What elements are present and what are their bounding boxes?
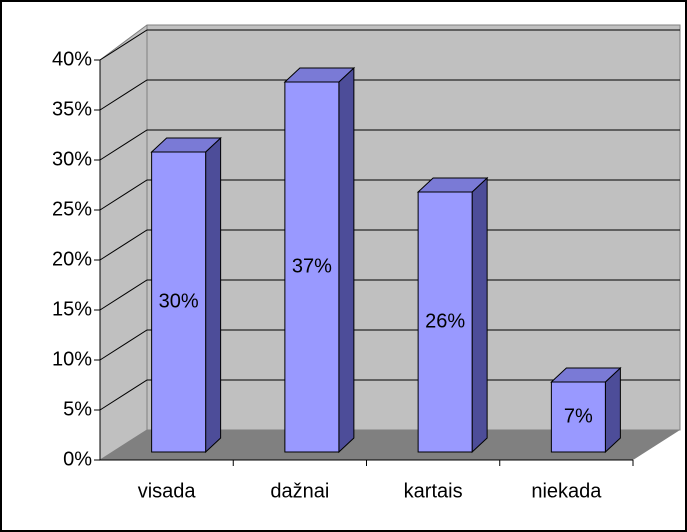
grid-line: [99, 329, 680, 361]
y-tick-label: 20%: [52, 248, 92, 270]
data-label: 30%: [159, 290, 199, 312]
bar-side: [338, 66, 355, 454]
grid-line: [99, 179, 680, 211]
bar: [417, 191, 473, 453]
x-tick-label: niekada: [531, 480, 602, 502]
x-tick-label: kartais: [404, 480, 463, 502]
bar: [284, 81, 340, 453]
y-tick-label: 25%: [52, 198, 92, 220]
grid-line: [99, 29, 680, 61]
y-tick-label: 10%: [52, 348, 92, 370]
y-tick-label: 5%: [63, 398, 92, 420]
grid-line: [99, 279, 680, 311]
data-label: 7%: [564, 405, 593, 427]
data-label: 37%: [292, 255, 332, 277]
y-tick-label: 30%: [52, 148, 92, 170]
y-tick-label: 40%: [52, 48, 92, 70]
bar-side: [471, 176, 488, 454]
bar-side: [205, 136, 222, 454]
grid-line: [99, 129, 680, 161]
x-tick-label: visada: [138, 480, 197, 502]
grid-line: [99, 79, 680, 111]
y-tick-label: 15%: [52, 298, 92, 320]
floor: [100, 430, 680, 460]
bar-side: [604, 366, 621, 454]
bar: [550, 381, 606, 453]
grid-line: [99, 379, 680, 411]
x-tick-label: dažnai: [270, 480, 329, 502]
data-label: 26%: [425, 310, 465, 332]
grid-line: [99, 229, 680, 261]
y-tick-label: 35%: [52, 98, 92, 120]
y-tick-label: 0%: [63, 448, 92, 470]
bar: [151, 151, 207, 453]
